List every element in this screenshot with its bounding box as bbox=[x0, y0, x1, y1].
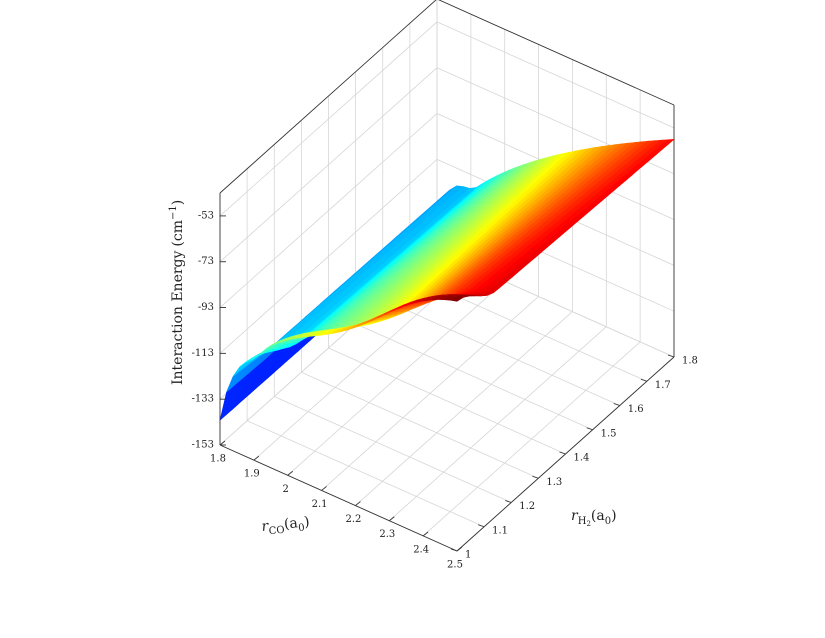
x-tick-label: 2.2 bbox=[345, 514, 361, 525]
axes-box-edge bbox=[219, 444, 458, 552]
x-tick-label: 2.1 bbox=[312, 499, 328, 510]
x-tick-label: 1.8 bbox=[210, 454, 226, 465]
y-tick-mark bbox=[505, 500, 512, 503]
y-tick-mark bbox=[559, 451, 566, 455]
surface bbox=[219, 139, 675, 422]
y-tick-label: 1.8 bbox=[682, 356, 698, 367]
ticks: 1.8 1.9 2 2.1 2.2 2.3 2.4 2.51 1.1 1.2 1.3 1.4 1.5 1.… bbox=[192, 210, 698, 570]
wall-grid-line bbox=[219, 21, 438, 217]
y-tick-mark bbox=[532, 475, 539, 479]
x-tick-label: 1.9 bbox=[244, 469, 260, 480]
grid bbox=[219, 0, 675, 552]
x-tick-label: 2.5 bbox=[447, 560, 463, 571]
x-tick-mark bbox=[287, 470, 293, 476]
z-tick-label: -93 bbox=[198, 302, 214, 313]
axes-box-edge bbox=[438, 0, 675, 106]
wall-grid-line bbox=[436, 21, 675, 129]
y-tick-mark bbox=[640, 378, 648, 382]
y-tick-mark bbox=[667, 354, 675, 358]
x-tick-mark bbox=[219, 440, 226, 446]
z-tick-label: -133 bbox=[192, 394, 214, 405]
z-tick-label: -73 bbox=[198, 256, 214, 267]
wall-grid-line bbox=[219, 67, 438, 263]
y-tick-label: 1.7 bbox=[655, 380, 671, 391]
z-tick-label: -153 bbox=[192, 440, 214, 451]
y-tick-label: 1.3 bbox=[546, 477, 562, 488]
y-tick-label: 1 bbox=[465, 550, 471, 561]
x-tick-mark bbox=[355, 501, 361, 506]
y-tick-label: 1.4 bbox=[574, 453, 590, 464]
floor-grid-line bbox=[382, 299, 620, 406]
wall-grid-line bbox=[219, 113, 438, 308]
z-tick-label: -53 bbox=[198, 210, 214, 221]
wall-grid-line bbox=[219, 159, 438, 354]
y-tick-label: 1.6 bbox=[628, 404, 644, 415]
x-tick-mark bbox=[456, 546, 463, 552]
floor-grid-line bbox=[246, 420, 485, 528]
y-tick-label: 1.1 bbox=[492, 525, 508, 536]
x-tick-mark bbox=[389, 516, 395, 522]
y-tick-mark bbox=[613, 403, 620, 406]
z-tick-label: -113 bbox=[192, 348, 214, 359]
axes-box-edge bbox=[219, 0, 437, 194]
floor-grid-line bbox=[355, 323, 593, 431]
x-tick-mark bbox=[321, 486, 327, 491]
x-tick-label: 2.3 bbox=[379, 529, 395, 540]
surface-patch bbox=[449, 296, 464, 302]
x-axis-label: rCO(a0) bbox=[261, 514, 311, 538]
x-tick-label: 2.4 bbox=[413, 544, 429, 555]
x-tick-mark bbox=[253, 455, 260, 461]
floor-grid-line bbox=[274, 396, 512, 503]
y-tick-mark bbox=[586, 427, 593, 431]
y-axis-label: rH2(a0) bbox=[571, 508, 617, 528]
x-tick-label: 2 bbox=[283, 484, 289, 495]
y-tick-label: 1.5 bbox=[601, 428, 617, 439]
y-tick-mark bbox=[477, 524, 485, 528]
y-tick-mark bbox=[450, 548, 458, 552]
floor-grid-line bbox=[301, 371, 539, 479]
floor-grid-line bbox=[328, 347, 566, 455]
y-tick-label: 1.2 bbox=[519, 501, 535, 512]
x-tick-mark bbox=[422, 531, 429, 537]
z-axis-label: Interaction Energy(cm−1) bbox=[168, 200, 186, 385]
